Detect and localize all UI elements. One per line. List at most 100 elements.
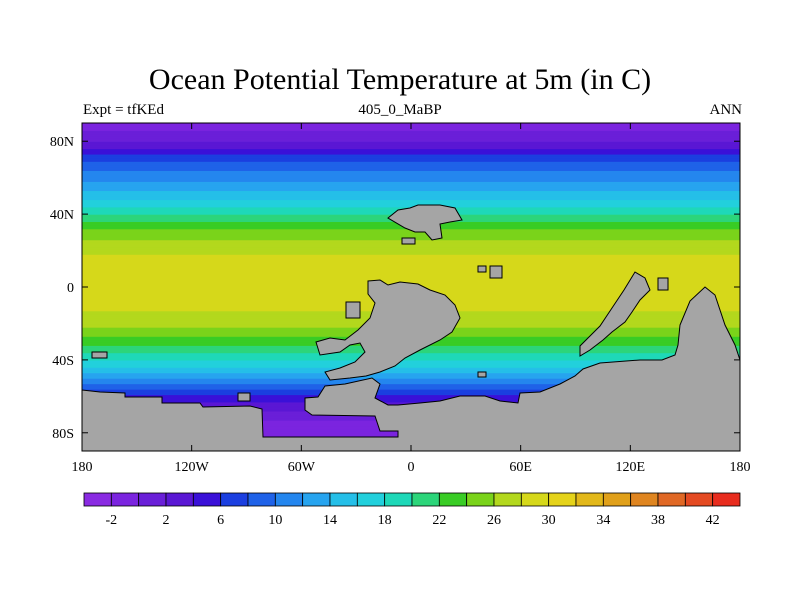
temperature-band <box>82 177 740 181</box>
temperature-band <box>82 265 740 268</box>
colorbar-swatch <box>302 492 331 507</box>
temperature-band <box>82 276 740 279</box>
temperature-band <box>82 132 740 135</box>
temperature-band <box>82 143 740 146</box>
colorbar-swatch <box>165 492 194 507</box>
temperature-band <box>82 195 740 199</box>
x-tick-label: 0 <box>408 460 415 475</box>
temperature-band <box>82 257 740 261</box>
southern-continent-land <box>315 279 461 381</box>
temperature-band <box>82 181 740 184</box>
temperature-band <box>82 376 740 379</box>
temperature-band <box>82 139 740 142</box>
island-small-1 <box>401 237 416 245</box>
temperature-band <box>82 392 740 396</box>
temperature-band <box>82 194 740 197</box>
colorbar-swatch <box>220 492 249 507</box>
colorbar-label: 18 <box>378 513 392 528</box>
colorbar-swatch <box>329 492 358 507</box>
temperature-band <box>82 266 740 270</box>
colorbar-label: 22 <box>432 513 446 528</box>
temperature-band <box>82 358 740 361</box>
island-west <box>345 301 361 319</box>
temperature-band <box>82 263 740 266</box>
colorbar-swatch <box>575 492 604 507</box>
temperature-band <box>82 170 740 173</box>
temperature-band <box>82 245 740 248</box>
temperature-band <box>82 365 740 368</box>
temperature-band <box>82 155 740 159</box>
colorbar-swatch <box>274 492 304 507</box>
temperature-band <box>82 274 740 277</box>
northern-continent-land <box>387 204 463 241</box>
island-east <box>657 277 669 291</box>
temperature-band <box>82 141 740 144</box>
temperature-band <box>82 396 740 399</box>
temperature-band <box>82 130 740 133</box>
colorbar-swatch <box>138 492 167 507</box>
plot-title: Ocean Potential Temperature at 5m (in C) <box>148 63 652 96</box>
colorbar-label: 2 <box>163 513 170 528</box>
temperature-band <box>82 385 740 388</box>
colorbar-label: -2 <box>105 513 117 528</box>
colorbar-swatch <box>356 492 386 507</box>
temperature-band <box>82 199 740 202</box>
x-tick-label: 120E <box>616 460 646 475</box>
temperature-band <box>82 164 740 168</box>
colorbar-swatch <box>548 492 577 507</box>
temperature-band <box>82 369 740 372</box>
temperature-band <box>82 359 740 363</box>
temperature-band <box>82 270 740 274</box>
colorbar-label: 42 <box>706 513 720 528</box>
island-small-3 <box>489 265 503 279</box>
season-label: ANN <box>709 102 743 118</box>
colorbar-swatch <box>110 492 140 507</box>
experiment-label: Expt = tfKEd <box>83 102 164 118</box>
colorbar-swatch <box>384 492 413 507</box>
colorbar-label: 30 <box>542 513 556 528</box>
temperature-band <box>82 192 740 195</box>
temperature-band <box>82 184 740 188</box>
temperature-band <box>82 374 740 377</box>
colorbar-label: 34 <box>596 513 610 528</box>
temperature-band <box>82 367 740 370</box>
y-tick-label: 80S <box>52 427 74 442</box>
temperature-band <box>82 235 740 239</box>
y-tick-label: 40S <box>52 354 74 369</box>
antarctica-land <box>82 286 740 451</box>
colorbar-swatch <box>684 492 714 507</box>
temperature-band <box>82 179 740 182</box>
colorbar-swatch <box>520 492 550 507</box>
colorbar-swatch <box>411 492 440 507</box>
temperature-band <box>82 230 740 233</box>
y-tick-label: 80N <box>50 135 74 150</box>
temperature-band <box>82 356 740 359</box>
temperature-band <box>82 146 740 150</box>
island-small-2 <box>477 265 487 273</box>
temperature-band <box>82 163 740 166</box>
temperature-band <box>82 246 740 250</box>
colorbar-label: 10 <box>268 513 282 528</box>
colorbar-label: 14 <box>323 513 337 528</box>
temperature-band <box>82 250 740 253</box>
x-tick-label: 60E <box>509 460 532 475</box>
temperature-band <box>82 354 740 357</box>
temperature-band <box>82 174 740 177</box>
temperature-band <box>82 387 740 390</box>
temperature-band <box>82 197 740 201</box>
colorbar-swatch <box>493 492 522 507</box>
colorbar-swatch <box>83 492 112 507</box>
colorbar-label: 6 <box>217 513 224 528</box>
temperature-band <box>82 389 740 392</box>
x-tick-label: 120W <box>175 460 210 475</box>
island-south-atlantic <box>237 392 251 402</box>
temperature-band <box>82 261 740 264</box>
x-tick-label: 60W <box>288 460 316 475</box>
temperature-band <box>82 135 740 139</box>
eastern-continent-land <box>579 271 651 357</box>
temperature-band <box>82 159 740 162</box>
temperature-band <box>82 186 740 190</box>
temperature-band <box>82 363 740 366</box>
temperature-band <box>82 378 740 381</box>
